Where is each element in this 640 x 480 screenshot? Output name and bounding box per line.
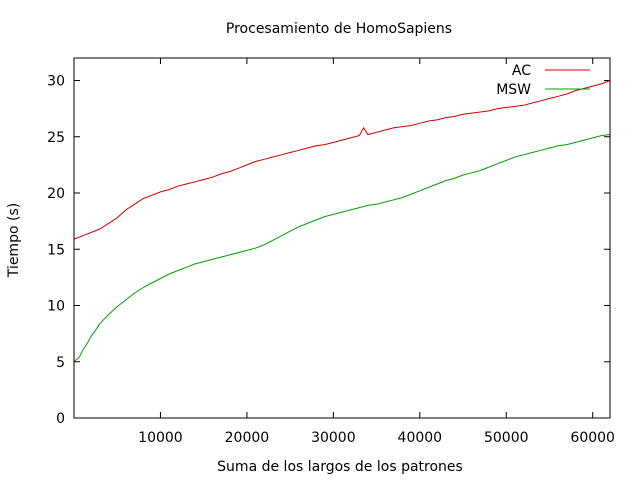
series-layer bbox=[73, 80, 611, 363]
x-tick-label: 20000 bbox=[225, 430, 270, 446]
chart-title: Procesamiento de HomoSapiens bbox=[226, 21, 452, 37]
y-tick-label: 15 bbox=[47, 242, 65, 258]
y-tick-label: 25 bbox=[47, 130, 65, 146]
y-axis-ticks: 0 5 10 15 20 25 30 bbox=[47, 74, 610, 427]
x-axis-label: Suma de los largos de los patrones bbox=[217, 459, 463, 475]
plot-frame bbox=[73, 57, 611, 419]
legend: AC MSW bbox=[496, 63, 590, 98]
y-tick-label: 0 bbox=[56, 411, 65, 427]
y-tick-label: 10 bbox=[47, 299, 65, 315]
x-tick-label: 10000 bbox=[138, 430, 183, 446]
x-tick-label: 40000 bbox=[398, 430, 443, 446]
y-tick-label: 30 bbox=[47, 74, 65, 90]
legend-label-ac: AC bbox=[512, 63, 531, 79]
legend-label-msw: MSW bbox=[496, 82, 531, 98]
x-tick-label: 30000 bbox=[311, 430, 356, 446]
x-tick-label: 60000 bbox=[570, 430, 615, 446]
x-tick-label: 50000 bbox=[484, 430, 529, 446]
y-tick-label: 5 bbox=[56, 355, 65, 371]
series-line-msw bbox=[73, 134, 611, 363]
series-line-ac bbox=[73, 80, 611, 240]
y-tick-label: 20 bbox=[47, 186, 65, 202]
x-axis-ticks: 10000 20000 30000 40000 50000 60000 bbox=[138, 58, 615, 446]
y-axis-label: Tiempo (s) bbox=[6, 203, 22, 278]
